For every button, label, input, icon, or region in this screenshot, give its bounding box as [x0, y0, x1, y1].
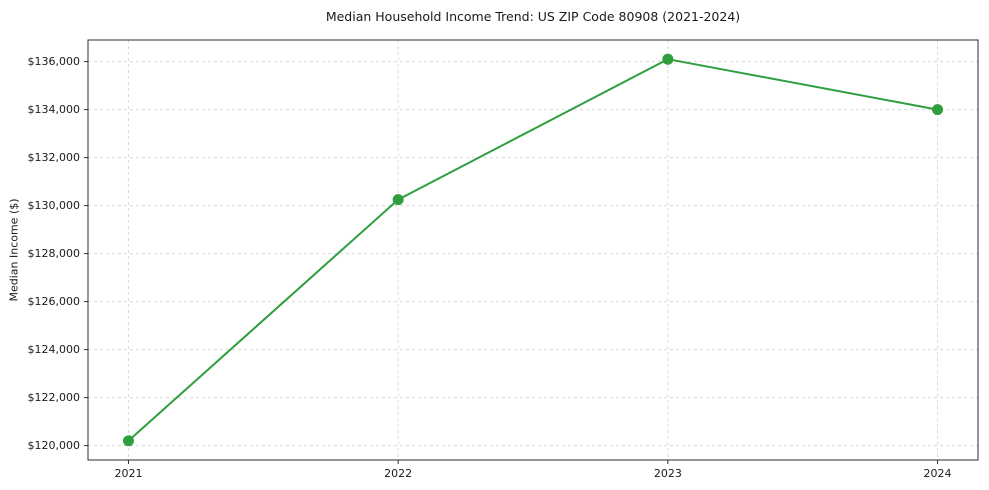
y-tick-label: $130,000 — [28, 199, 81, 212]
y-tick-label: $126,000 — [28, 295, 81, 308]
y-tick-label: $120,000 — [28, 439, 81, 452]
y-axis-label: Median Income ($) — [7, 198, 21, 302]
data-point-marker — [122, 435, 134, 447]
x-tick-label: 2024 — [924, 467, 952, 480]
x-tick-label: 2022 — [384, 467, 412, 480]
y-tick-label: $134,000 — [28, 103, 81, 116]
axes-border — [87, 39, 979, 461]
chart-title: Median Household Income Trend: US ZIP Co… — [325, 9, 741, 24]
data-point-marker — [662, 53, 674, 65]
x-tick-label: 2023 — [654, 467, 682, 480]
y-tick-label: $128,000 — [28, 247, 81, 260]
income-trend-line — [127, 58, 939, 442]
data-point-marker — [932, 104, 944, 116]
y-tick-label: $132,000 — [28, 151, 81, 164]
y-tick-label: $136,000 — [28, 55, 81, 68]
data-point-marker — [392, 194, 404, 206]
y-tick-label: $122,000 — [28, 391, 81, 404]
x-tick-label: 2021 — [114, 467, 142, 480]
y-tick-label: $124,000 — [28, 343, 81, 356]
